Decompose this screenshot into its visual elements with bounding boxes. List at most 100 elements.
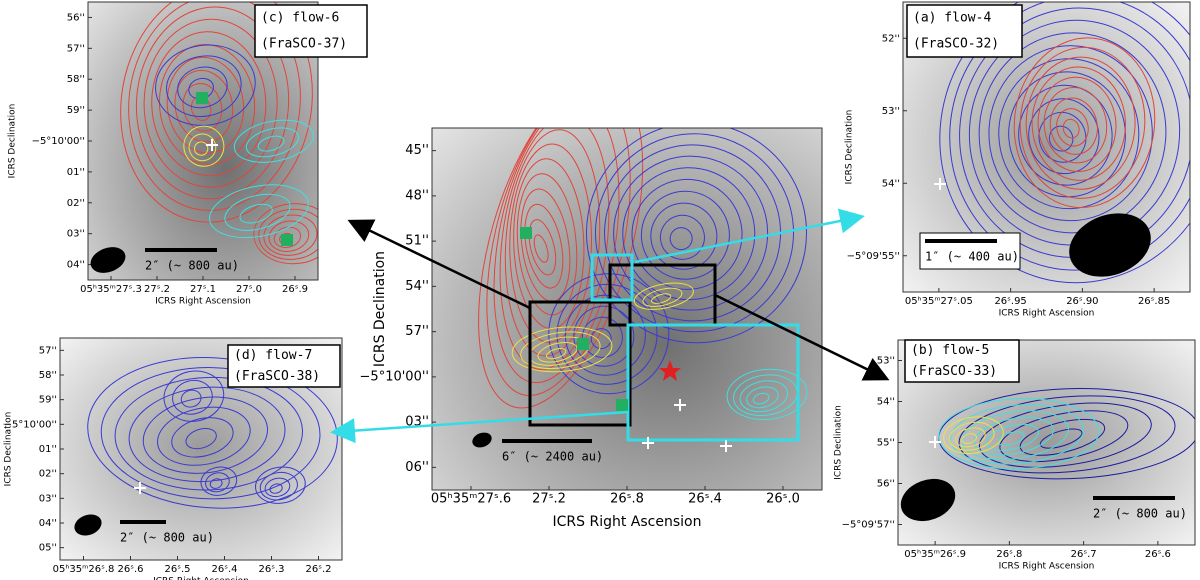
x-axis-title: ICRS Right Ascension [999, 562, 1095, 572]
y-tick-label: 53'' [877, 356, 895, 367]
y-tick-label: 06'' [405, 460, 429, 475]
panel-label: (c) flow-6 [261, 11, 339, 26]
y-axis-title: ICRS Declination [834, 405, 844, 480]
y-tick-label: −5°10'00'' [4, 419, 57, 430]
cross [929, 436, 941, 448]
contour [939, 2, 1190, 284]
y-tick-label: 59'' [67, 105, 85, 116]
x-tick-label: 27ˢ.0 [236, 284, 262, 295]
contour [1019, 418, 1106, 456]
contour [135, 6, 290, 200]
contour [1048, 125, 1074, 152]
panel-label-box [906, 4, 1023, 58]
contour [988, 45, 1153, 222]
y-tick-label: 58'' [39, 370, 57, 381]
contour [669, 227, 693, 251]
scale-bar-label: 6″ (~ 2400 au) [502, 450, 603, 464]
contour [556, 283, 658, 385]
y-tick-label: 57'' [67, 43, 85, 54]
contour [128, 2, 301, 211]
contour [259, 471, 298, 501]
panel-label: (FraSCO-33) [911, 364, 997, 379]
contour [520, 331, 601, 370]
contour [573, 305, 635, 367]
x-tick-label: 26ˢ.9 [282, 284, 308, 295]
contour [528, 219, 557, 276]
contour [642, 287, 683, 307]
y-axis-title: ICRS Declination [4, 412, 14, 487]
contour [171, 417, 234, 458]
y-tick-label: 04'' [39, 518, 57, 529]
contour [486, 128, 631, 397]
source-marker [520, 227, 532, 239]
contours [120, 2, 318, 265]
scale-bar-label: 1″ (~ 400 au) [925, 250, 1019, 264]
contour [1056, 108, 1089, 147]
source-marker [196, 92, 208, 104]
beam [90, 247, 126, 273]
contour [269, 483, 283, 494]
beam [74, 514, 102, 536]
x-tick-label: 26ˢ.7 [1071, 549, 1097, 560]
contour [1025, 56, 1136, 190]
contour [151, 31, 267, 177]
arrow [634, 208, 865, 264]
contours [938, 387, 1195, 480]
contour [533, 234, 549, 263]
y-tick-label: 56'' [877, 479, 895, 490]
contour [166, 56, 245, 154]
x-tick-label: 05ʰ35ᵐ27ˢ.05 [905, 296, 973, 307]
contour [253, 203, 318, 265]
contour [958, 395, 1176, 474]
contour [548, 273, 670, 395]
x-tick-label: 26ˢ.8 [610, 492, 644, 507]
y-tick-label: 54'' [882, 178, 900, 189]
contour [604, 144, 782, 322]
contour [622, 167, 756, 301]
contour [1062, 118, 1080, 139]
contour [478, 128, 644, 409]
scale-bar-label: 2″ (~ 800 au) [1093, 507, 1187, 521]
x-tick-label: 26ˢ.5 [165, 564, 191, 575]
contour [268, 220, 310, 252]
x-tick-label: 05ʰ35ᵐ27ˢ.3 [80, 284, 142, 295]
y-axis-title: ICRS Declination [8, 104, 18, 179]
source-marker [577, 338, 589, 350]
contour [509, 143, 592, 343]
scale-bar-label: 2″ (~ 800 au) [145, 259, 239, 273]
y-tick-label: 02'' [39, 469, 57, 480]
contour [193, 141, 209, 156]
contour [999, 410, 1129, 463]
contour [511, 326, 613, 373]
source-marker [281, 234, 293, 246]
arrow [330, 410, 629, 444]
y-tick-label: 52'' [882, 33, 900, 44]
y-tick-label: 57'' [39, 345, 57, 356]
contour [1028, 98, 1100, 175]
x-tick-label: 26ˢ.8 [996, 549, 1022, 560]
y-tick-label: 01'' [67, 167, 85, 178]
contour [968, 19, 1181, 246]
cross [674, 399, 686, 411]
panel-label: (b) flow-5 [911, 343, 989, 358]
contour [183, 125, 225, 167]
contour [163, 370, 225, 422]
cross [206, 139, 218, 151]
x-tick-label: 26ˢ.2 [306, 564, 332, 575]
panel-label: (d) flow-7 [234, 348, 312, 363]
contour [239, 203, 273, 224]
y-tick-label: 57'' [405, 324, 429, 339]
y-tick-label: 01'' [39, 444, 57, 455]
beam [472, 432, 492, 448]
y-tick-label: 03'' [67, 229, 85, 240]
zoom-box [528, 300, 632, 427]
contour [961, 433, 977, 444]
cross [134, 482, 146, 494]
map-frame [902, 1, 1191, 293]
contour [545, 347, 567, 360]
contour [590, 328, 612, 350]
panel-label: (FraSCO-32) [913, 37, 999, 52]
y-tick-label: 59'' [39, 395, 57, 406]
contour [166, 55, 242, 118]
contour [516, 173, 578, 316]
